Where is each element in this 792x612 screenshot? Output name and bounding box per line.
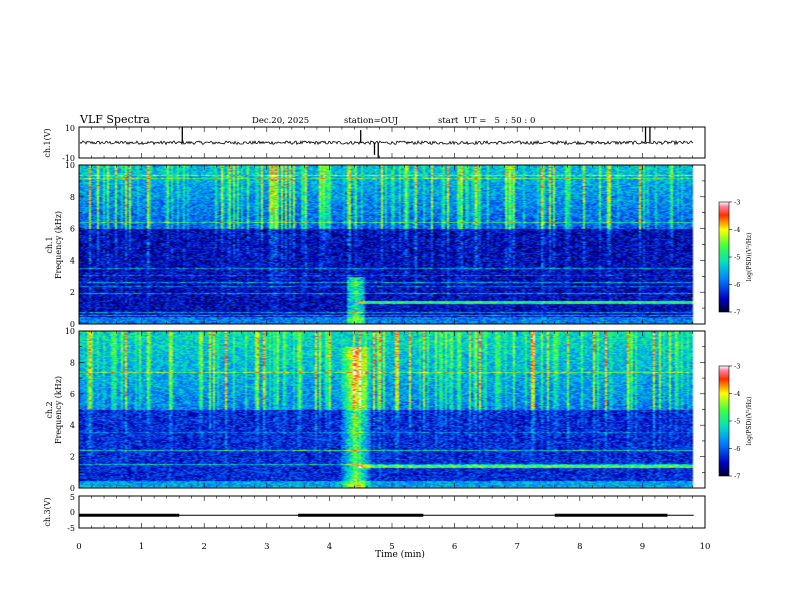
frequency-tick-label: 2	[70, 288, 75, 297]
ch2-colorbar-label: log(PSD)(V²/Hz)	[746, 397, 753, 446]
ch1-waveform-panel: 10 -10 ch.1(V)	[43, 124, 706, 163]
frequency-tick-label: 8	[70, 193, 75, 202]
x-tick-label: 7	[514, 542, 519, 552]
ch2-spectrogram-panel: 0 2 4 6 8 10 ch.2 Frequency (kHz)	[45, 327, 706, 493]
frequency-tick-label: 8	[70, 358, 75, 367]
ch2-ylabel-frequency: Frequency (kHz)	[54, 376, 63, 444]
start-ut-label: start UT = 5 : 50 : 0	[438, 116, 535, 126]
ch3-ytick-mid: 0	[70, 508, 75, 517]
ch1-spectrogram-panel: 0 2 4 6 8 10 ch.1 Frequency (kHz)	[45, 161, 706, 329]
ch1-spectrogram-ticks	[78, 164, 706, 325]
frequency-tick-label: 6	[70, 390, 75, 399]
ch2-colorbar-ticks: -3 -4 -5 -6 -7	[729, 363, 740, 481]
ch3-ticks	[78, 496, 706, 528]
ch1-colorbar-bar	[718, 201, 730, 313]
x-tick-label: 0	[76, 542, 81, 552]
figure-title: VLF Spectra	[79, 113, 150, 126]
station-label: station=OUJ	[344, 116, 399, 126]
x-tick-label: 3	[264, 542, 269, 552]
ch3-panel: 5 0 -5 ch.3(V)	[43, 493, 706, 533]
frequency-tick-label: 10	[65, 327, 75, 336]
ch2-ylabel-channel: ch.2	[45, 401, 54, 418]
ch1-waveform-ticks	[78, 127, 706, 158]
ch1-colorbar-label: log(PSD)(V²/Hz)	[746, 233, 753, 282]
colorbar-tick-label: -5	[734, 418, 740, 426]
x-tick-label: 2	[201, 542, 206, 552]
colorbar-tick-label: -5	[734, 254, 740, 262]
ch2-spectrogram-ticks	[78, 330, 706, 489]
x-tick-label: 5	[389, 542, 394, 552]
colorbar-tick-label: -7	[734, 309, 740, 317]
colorbar-tick-label: -6	[734, 445, 740, 453]
ch1-ytick-top: 10	[65, 124, 75, 133]
x-tick-label: 4	[327, 542, 332, 552]
x-tick-label: 9	[640, 542, 645, 552]
x-tick-label: 1	[139, 542, 144, 552]
colorbar-tick-label: -7	[734, 473, 740, 481]
ch2-frequency-tick-labels: 0 2 4 6 8 10	[65, 327, 75, 493]
frequency-tick-label: 4	[70, 421, 75, 430]
ch1-spectrogram-image	[79, 165, 705, 324]
colorbar-tick-label: -3	[734, 363, 740, 371]
ch2-colorbar: -3 -4 -5 -6 -7 log(PSD)(V²/Hz)	[718, 363, 753, 481]
ch1-ytick-bottom: -10	[62, 154, 75, 163]
ch1-ylabel-frequency: Frequency (kHz)	[54, 211, 63, 279]
ch1-ylabel-channel: ch.1	[45, 236, 54, 253]
x-tick-label: 6	[452, 542, 457, 552]
ch2-spectrogram-image	[79, 331, 705, 488]
ch1-trace	[79, 139, 694, 146]
ch1-colorbar-ticks: -3 -4 -5 -6 -7	[729, 199, 740, 317]
x-axis-label: Time (min)	[375, 549, 425, 560]
colorbar-tick-label: -6	[734, 281, 740, 289]
ch1-spikes	[181, 127, 651, 158]
ch1-colorbar: -3 -4 -5 -6 -7 log(PSD)(V²/Hz)	[718, 199, 753, 317]
ch3-ytick-bottom: -5	[67, 524, 75, 533]
ch1-ylabel: ch.1(V)	[43, 128, 52, 157]
frequency-tick-label: 2	[70, 453, 75, 462]
date-label: Dec.20, 2025	[252, 116, 309, 126]
x-axis-tick-labels: 0 1 2 3 4 5 6 7 8 9 10	[76, 542, 710, 552]
ch3-ylabel: ch.3(V)	[43, 497, 52, 526]
ch1-frequency-tick-labels: 0 2 4 6 8 10	[65, 161, 75, 329]
ch2-colorbar-bar	[718, 365, 730, 477]
colorbar-tick-label: -4	[734, 226, 740, 234]
frequency-tick-label: 4	[70, 256, 75, 265]
ch3-ytick-top: 5	[70, 493, 75, 502]
frequency-tick-label: 10	[65, 161, 75, 170]
colorbar-tick-label: -4	[734, 390, 740, 398]
frequency-tick-label: 6	[70, 225, 75, 234]
x-tick-label: 8	[577, 542, 582, 552]
frequency-tick-label: 0	[70, 320, 75, 329]
x-tick-label: 10	[700, 542, 711, 552]
frequency-tick-label: 0	[70, 484, 75, 493]
colorbar-tick-label: -3	[734, 199, 740, 207]
